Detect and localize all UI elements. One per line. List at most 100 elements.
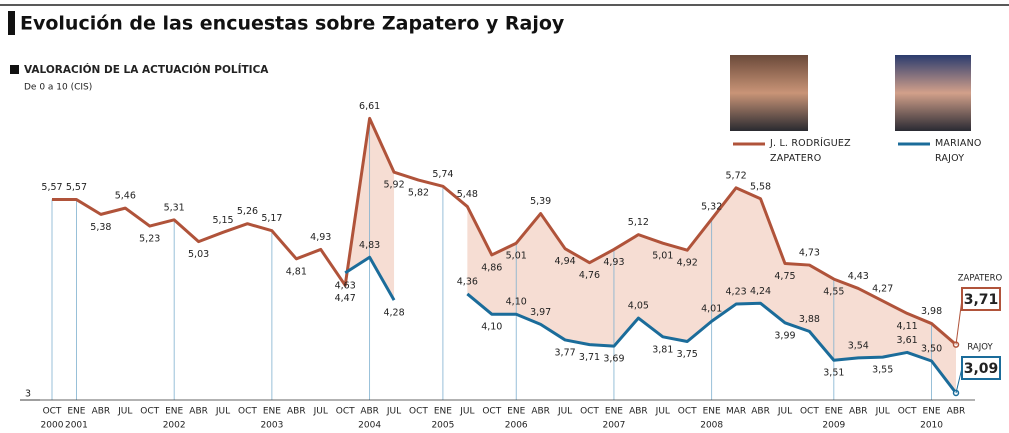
end-series-label: ZAPATERO <box>958 274 1003 284</box>
photo <box>730 55 808 131</box>
data-label: 3,69 <box>603 354 624 365</box>
data-label: 5,38 <box>90 222 111 233</box>
x-tick-label: ENE <box>67 407 85 417</box>
data-label: 3,50 <box>921 344 942 355</box>
y-tick-label: 3 <box>25 389 31 400</box>
x-tick-label: OCT <box>482 407 501 417</box>
data-label: 5,92 <box>383 180 404 191</box>
data-label: 4,28 <box>383 308 404 319</box>
y-axis-label: De 0 a 10 (CIS) <box>24 83 92 93</box>
data-label: 5,57 <box>41 182 62 193</box>
x-tick-label: JUL <box>215 407 230 417</box>
data-label: 3,81 <box>652 344 673 355</box>
x-tick-label: ABR <box>189 407 208 417</box>
x-year-label: 2006 <box>505 421 528 431</box>
data-label: 4,05 <box>628 301 649 312</box>
data-label: 5,39 <box>530 196 551 207</box>
data-label: 4,75 <box>774 271 795 282</box>
x-tick-label: JUL <box>875 407 890 417</box>
data-label: 5,01 <box>652 251 673 262</box>
x-tick-label: ENE <box>434 407 452 417</box>
data-label: 5,12 <box>628 217 649 228</box>
x-tick-label: ENE <box>263 407 281 417</box>
data-label: 3,61 <box>897 335 918 346</box>
data-label: 5,31 <box>164 202 185 213</box>
x-tick-label: OCT <box>43 407 62 417</box>
data-label: 3,75 <box>677 349 698 360</box>
data-label: 3,88 <box>799 314 820 325</box>
data-label: 5,32 <box>701 202 722 213</box>
data-label: 5,15 <box>212 215 233 226</box>
data-label: 5,58 <box>750 181 771 192</box>
x-tick-label: JUL <box>557 407 572 417</box>
data-label: 5,01 <box>506 251 527 262</box>
data-label: 4,23 <box>726 287 747 298</box>
data-label: 4,10 <box>481 322 502 333</box>
data-label: 3,77 <box>555 347 576 358</box>
x-tick-label: ENE <box>703 407 721 417</box>
x-tick-label: ABR <box>531 407 550 417</box>
x-tick-label: OCT <box>800 407 819 417</box>
data-label: 4,63 <box>335 280 356 291</box>
data-label: 3,98 <box>921 306 942 317</box>
data-label: 4,83 <box>359 240 380 251</box>
data-label: 4,27 <box>872 283 893 294</box>
x-tick-label: ABR <box>629 407 648 417</box>
chart: Evolución de las encuestas sobre Zapater… <box>0 0 1009 433</box>
data-label: 4,94 <box>555 256 576 267</box>
x-tick-label: JUL <box>313 407 328 417</box>
x-tick-label: ABR <box>947 407 966 417</box>
x-tick-label: JUL <box>655 407 670 417</box>
x-tick-label: JUL <box>777 407 792 417</box>
x-tick-label: JUL <box>117 407 132 417</box>
x-tick-label: OCT <box>678 407 697 417</box>
subtitle-marker <box>10 65 19 74</box>
x-tick-label: ABR <box>92 407 111 417</box>
x-year-label: 2005 <box>431 421 454 431</box>
data-label: 3,55 <box>872 365 893 376</box>
x-year-label: 2007 <box>602 421 625 431</box>
x-tick-label: ENE <box>825 407 843 417</box>
data-label: 5,26 <box>237 206 258 217</box>
data-label: 5,74 <box>432 169 453 180</box>
x-tick-label: ENE <box>165 407 183 417</box>
data-label: 6,61 <box>359 101 380 112</box>
data-label: 5,48 <box>457 189 478 200</box>
x-tick-label: OCT <box>580 407 599 417</box>
x-year-label: 2009 <box>822 421 845 431</box>
data-label: 4,92 <box>677 258 698 269</box>
x-tick-label: OCT <box>238 407 257 417</box>
x-tick-label: ENE <box>605 407 623 417</box>
data-label: 4,11 <box>897 321 918 332</box>
x-tick-label: ABR <box>287 407 306 417</box>
data-label: 5,57 <box>66 182 87 193</box>
x-year-label: 2010 <box>920 421 943 431</box>
x-tick-label: ENE <box>507 407 525 417</box>
data-label: 3,97 <box>530 307 551 318</box>
data-label: 4,43 <box>848 271 869 282</box>
subtitle: VALORACIÓN DE LA ACTUACIÓN POLÍTICA <box>24 63 269 76</box>
x-tick-label: JUL <box>386 407 401 417</box>
end-series-label: RAJOY <box>967 343 993 353</box>
data-label: 5,46 <box>115 191 136 202</box>
data-label: 4,47 <box>335 293 356 304</box>
x-tick-label: OCT <box>140 407 159 417</box>
data-label: 4,73 <box>799 248 820 259</box>
data-label: 3,54 <box>848 340 869 351</box>
data-label: 3,99 <box>774 330 795 341</box>
data-label: 4,24 <box>750 286 771 297</box>
data-label: 4,55 <box>823 287 844 298</box>
data-label: 4,01 <box>701 304 722 315</box>
x-tick-label: JUL <box>459 407 474 417</box>
x-tick-label: ABR <box>360 407 379 417</box>
data-label: 5,72 <box>726 170 747 181</box>
end-value-label: 3,71 <box>964 292 999 308</box>
data-label: 4,76 <box>579 270 600 281</box>
chart-title: Evolución de las encuestas sobre Zapater… <box>20 13 565 35</box>
photo <box>895 55 971 131</box>
x-year-label: 2004 <box>358 421 381 431</box>
legend-label: MARIANO RAJOY <box>935 136 990 166</box>
data-label: 4,93 <box>310 232 331 243</box>
x-year-label: 2008 <box>700 421 723 431</box>
data-label: 4,36 <box>457 276 478 287</box>
